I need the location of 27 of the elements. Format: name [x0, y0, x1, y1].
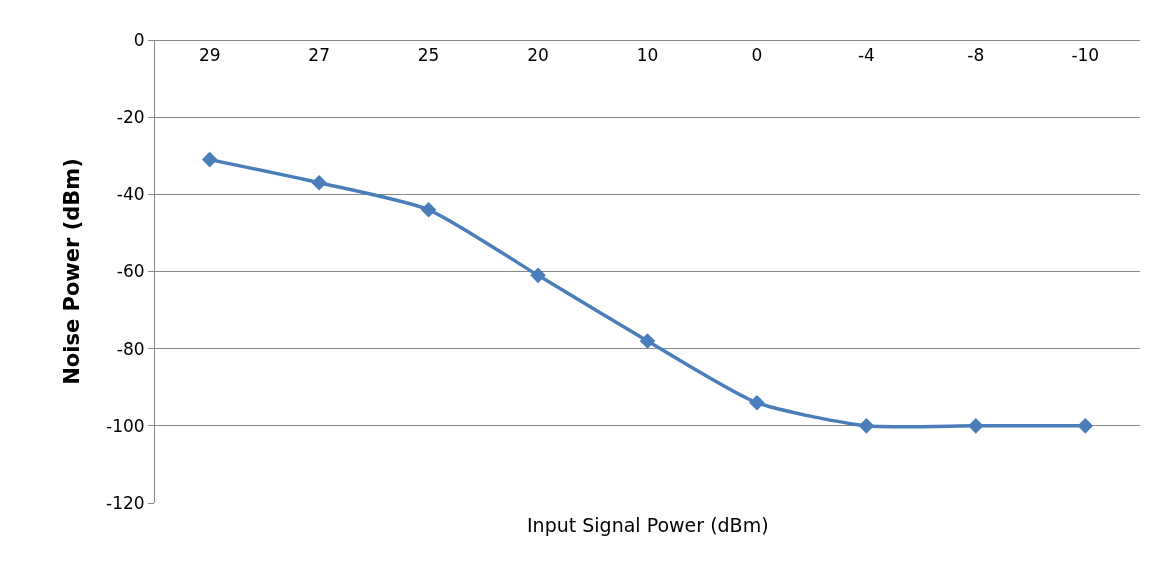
x-tick-label: 27	[308, 45, 330, 66]
x-axis-title: Input Signal Power (dBm)	[527, 514, 769, 536]
point	[749, 394, 765, 411]
y-tick-label: -80	[116, 338, 145, 359]
point	[1077, 418, 1094, 434]
y-tick-label: -100	[106, 415, 145, 436]
x-tick-label: -10	[1071, 45, 1100, 66]
x-tick-label: 10	[636, 45, 659, 66]
x-tick-label: 0	[751, 45, 763, 66]
point	[530, 267, 546, 284]
point	[201, 151, 218, 168]
point	[858, 418, 875, 434]
x-tick-label: -4	[857, 45, 875, 66]
x-tick-label: 25	[417, 45, 440, 66]
point	[311, 174, 327, 191]
y-tick-label: -60	[116, 261, 145, 282]
y-axis-title: Noise Power (dBm)	[60, 158, 85, 385]
point	[420, 201, 437, 218]
x-tick-label: 29	[198, 45, 221, 66]
y-tick-label: -20	[116, 107, 145, 128]
point	[639, 333, 656, 349]
y-tick-label: 0	[133, 29, 145, 50]
point	[968, 418, 984, 434]
x-tick-label: -8	[967, 45, 985, 66]
x-tick-label: 20	[527, 45, 549, 66]
y-tick-label: -40	[116, 184, 145, 205]
y-tick-label: -120	[106, 492, 145, 513]
